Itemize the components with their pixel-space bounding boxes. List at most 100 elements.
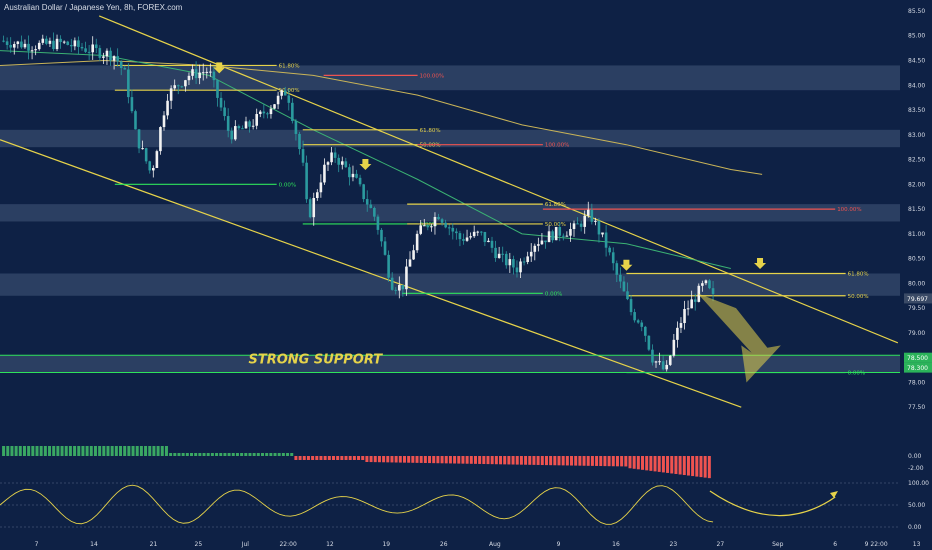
candle-body [554,227,558,241]
candle-body [390,277,394,290]
histogram-bar [549,456,553,466]
x-tick-label: 22:00 [279,541,296,548]
osc-projection-curve [709,490,836,517]
histogram-bar [641,456,645,470]
histogram-bar [390,456,394,463]
candle-body [273,104,276,109]
candle-body [676,327,679,340]
candle-body [59,38,62,43]
y-tick-label: 83.50 [908,107,925,114]
histogram-bar [570,456,574,466]
down-arrow-icon [620,259,633,271]
osc-tick-label: 0.00 [908,524,922,531]
x-tick-label: 16 [612,541,620,548]
histogram-bar [377,456,381,463]
candle-body [376,216,380,230]
histogram-bar [382,456,386,463]
histogram-bar [14,446,18,456]
histogram-bar [661,456,665,473]
histogram-bar [119,446,123,456]
histogram-bar [273,453,277,456]
histogram-bar [574,456,578,466]
histogram-bar [649,456,653,471]
histogram-bar [315,456,319,460]
x-tick-label: 27 [717,541,725,548]
histogram-bar [624,456,628,467]
candle-body [504,253,508,266]
candle-body [487,240,490,243]
candle-body [176,85,180,87]
histogram-bar [215,453,219,456]
fib-label-6: 61.80% [545,202,566,208]
histogram-bar [448,456,452,464]
candle-body [305,162,308,200]
candle-body [187,75,191,81]
candle-body [237,126,241,129]
candle-body [269,108,273,115]
candle-body [291,102,294,121]
candle-body [102,56,105,58]
histogram-bar [423,456,427,464]
candle-body [112,56,116,61]
candle-body [45,38,48,44]
osc-tick-label: 50.00 [908,502,925,509]
target-label-1: 100.00% [545,143,569,149]
y-tick-label: 79.00 [908,330,925,337]
candle-body [647,335,651,350]
fib-label-3: 61.80% [420,128,441,134]
histogram-bar [486,456,490,465]
candle-body [686,308,690,310]
histogram-bar [553,456,557,466]
histogram-bar [490,456,494,465]
candle-body [472,231,476,237]
candle-body [551,231,554,241]
candle-body [426,225,430,228]
histogram-bar [68,446,72,456]
histogram-bar [177,453,181,456]
candle-body [415,233,419,251]
down-arrow-icon [213,62,226,74]
histogram-bar [615,456,619,467]
x-tick-label: 7 [35,541,39,548]
candle-body [451,227,455,232]
candle-body [601,232,604,235]
histogram-bar [64,446,68,456]
candle-body [508,259,512,266]
candle-body [501,253,505,255]
candle-body [219,97,223,108]
histogram-bar [511,456,515,465]
histogram-bar [457,456,461,464]
candle-body [351,173,355,178]
candle-body [540,240,544,245]
histogram-bar [691,456,695,477]
target-label-0: 100.00% [420,73,444,79]
histogram-bar [173,453,177,456]
histogram-bar [524,456,528,465]
histogram-bar [331,456,335,460]
candle-body [480,231,483,233]
candle-body [130,97,134,112]
candle-body [469,236,472,238]
histogram-bar [703,456,707,478]
ma-fast-line [0,50,731,270]
candle-body [515,267,519,273]
histogram-bar [2,446,6,456]
candle-body [216,80,219,98]
candle-body [258,111,262,115]
candle-body [433,216,437,227]
candle-body [562,235,565,237]
candle-body [608,247,611,253]
candle-body [262,111,266,114]
histogram-bar [336,456,340,460]
osc-tick-label: 100.00 [908,480,929,487]
histogram-bar [386,456,390,463]
histogram-bar [123,446,127,456]
candle-body [533,245,537,252]
histogram-bar [181,453,185,456]
candle-body [91,44,94,53]
histogram-bar [311,456,315,460]
candle-body [230,130,234,140]
histogram-bar [294,456,298,460]
histogram-bar [582,456,586,466]
